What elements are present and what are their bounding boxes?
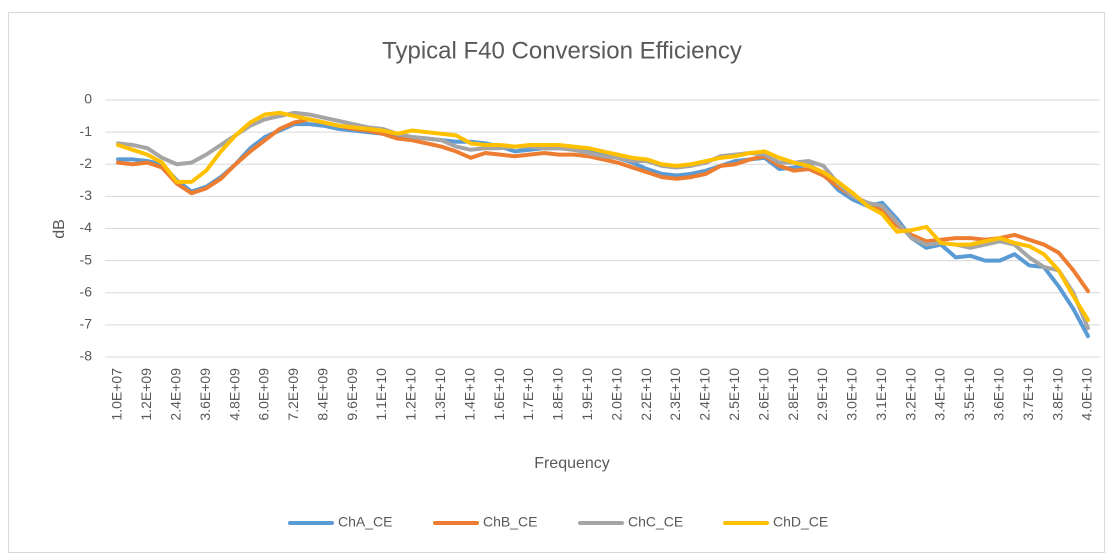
x-tick-label: 3.7E+10: [1020, 368, 1036, 421]
x-tick-label: 6.0E+09: [256, 368, 272, 421]
y-tick-label: -8: [80, 348, 93, 364]
x-tick-label: 4.8E+09: [226, 368, 242, 421]
y-axis-label: dB: [51, 219, 68, 239]
x-tick-label: 3.4E+10: [932, 368, 948, 421]
y-tick-label: 0: [84, 91, 92, 107]
y-tick-label: -2: [80, 155, 93, 171]
x-tick-label: 3.1E+10: [873, 368, 889, 421]
legend-label: ChC_CE: [628, 514, 683, 530]
x-tick-label: 1.2E+09: [138, 368, 154, 421]
x-tick-label: 2.0E+10: [608, 368, 624, 421]
x-tick-label: 9.6E+09: [344, 368, 360, 421]
legend-label: ChD_CE: [773, 514, 828, 530]
chart-border: [8, 12, 1105, 553]
legend-label: ChA_CE: [338, 514, 392, 530]
y-tick-label: -5: [80, 251, 93, 267]
y-tick-label: -6: [80, 283, 93, 299]
x-tick-label: 1.8E+10: [550, 368, 566, 421]
series-line: [116, 110, 1090, 331]
x-tick-label: 1.0E+07: [109, 368, 125, 421]
x-tick-label: 2.3E+10: [667, 368, 683, 421]
x-tick-label: 3.6E+10: [991, 368, 1007, 421]
legend-label: ChB_CE: [483, 514, 537, 530]
x-tick-label: 3.0E+10: [844, 368, 860, 421]
x-tick-label: 3.6E+09: [197, 368, 213, 421]
x-tick-label: 2.5E+10: [726, 368, 742, 421]
x-tick-label: 1.6E+10: [491, 368, 507, 421]
y-tick-label: -1: [80, 123, 93, 139]
x-tick-label: 2.6E+10: [755, 368, 771, 421]
y-tick-label: -4: [80, 219, 93, 235]
x-tick-label: 2.4E+09: [167, 368, 183, 421]
series-line: [116, 110, 1090, 323]
x-tick-label: 2.8E+10: [785, 368, 801, 421]
y-tick-label: -3: [80, 187, 93, 203]
series-line: [116, 117, 1090, 294]
x-tick-label: 2.4E+10: [697, 368, 713, 421]
chart-title: Typical F40 Conversion Efficiency: [382, 37, 742, 64]
x-tick-label: 1.3E+10: [432, 368, 448, 421]
x-tick-label: 1.1E+10: [373, 368, 389, 421]
x-tick-label: 1.2E+10: [403, 368, 419, 421]
x-tick-label: 3.5E+10: [961, 368, 977, 421]
x-axis-label: Frequency: [534, 455, 610, 472]
x-tick-label: 1.9E+10: [579, 368, 595, 421]
x-tick-label: 1.4E+10: [461, 368, 477, 421]
x-tick-label: 3.2E+10: [902, 368, 918, 421]
y-tick-label: -7: [80, 316, 93, 332]
x-tick-label: 2.9E+10: [814, 368, 830, 421]
x-tick-label: 1.7E+10: [520, 368, 536, 421]
x-tick-label: 2.2E+10: [638, 368, 654, 421]
x-tick-label: 4.0E+10: [1079, 368, 1095, 421]
x-tick-label: 7.2E+09: [285, 368, 301, 421]
x-tick-label: 8.4E+09: [314, 368, 330, 421]
x-tick-label: 3.8E+10: [1049, 368, 1065, 421]
